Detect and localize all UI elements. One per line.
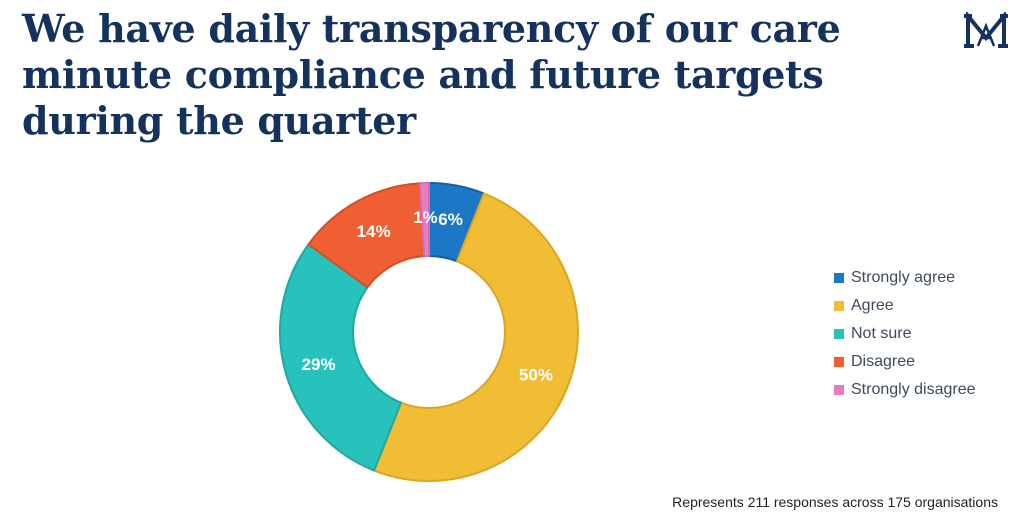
legend-item: Not sure — [834, 320, 976, 348]
slice-data-label: 6% — [438, 210, 463, 229]
legend-item: Strongly disagree — [834, 376, 976, 404]
title-line: during the quarter — [22, 98, 416, 143]
monogram-logo-icon — [964, 12, 1008, 48]
legend-swatch — [834, 273, 844, 283]
legend-swatch — [834, 301, 844, 311]
title-line: We have daily transparency of our care — [22, 6, 841, 51]
legend-swatch — [834, 357, 844, 367]
legend-label: Agree — [851, 297, 894, 314]
chart-legend: Strongly agree Agree Not sure Disagree S… — [834, 264, 976, 404]
slice-data-label: 29% — [302, 355, 336, 374]
legend-label: Strongly disagree — [851, 381, 976, 398]
donut-slice-agree — [373, 192, 579, 482]
donut-slice-not-sure — [279, 243, 403, 472]
legend-label: Not sure — [851, 325, 912, 342]
legend-label: Strongly agree — [851, 269, 956, 286]
slice-data-label: 14% — [357, 222, 391, 241]
legend-label: Disagree — [851, 353, 916, 370]
legend-swatch — [834, 329, 844, 339]
donut-slice-strongly-disagree — [418, 182, 430, 258]
page-title: We have daily transparency of our care m… — [22, 6, 922, 144]
legend-item: Agree — [834, 292, 976, 320]
footnote: Represents 211 responses across 175 orga… — [672, 494, 998, 510]
slice-data-label: 50% — [519, 365, 553, 384]
slice-data-label: 1% — [413, 208, 438, 227]
title-line: minute compliance and future targets — [22, 52, 824, 97]
legend-item: Disagree — [834, 348, 976, 376]
legend-item: Strongly agree — [834, 264, 976, 292]
legend-swatch — [834, 385, 844, 395]
